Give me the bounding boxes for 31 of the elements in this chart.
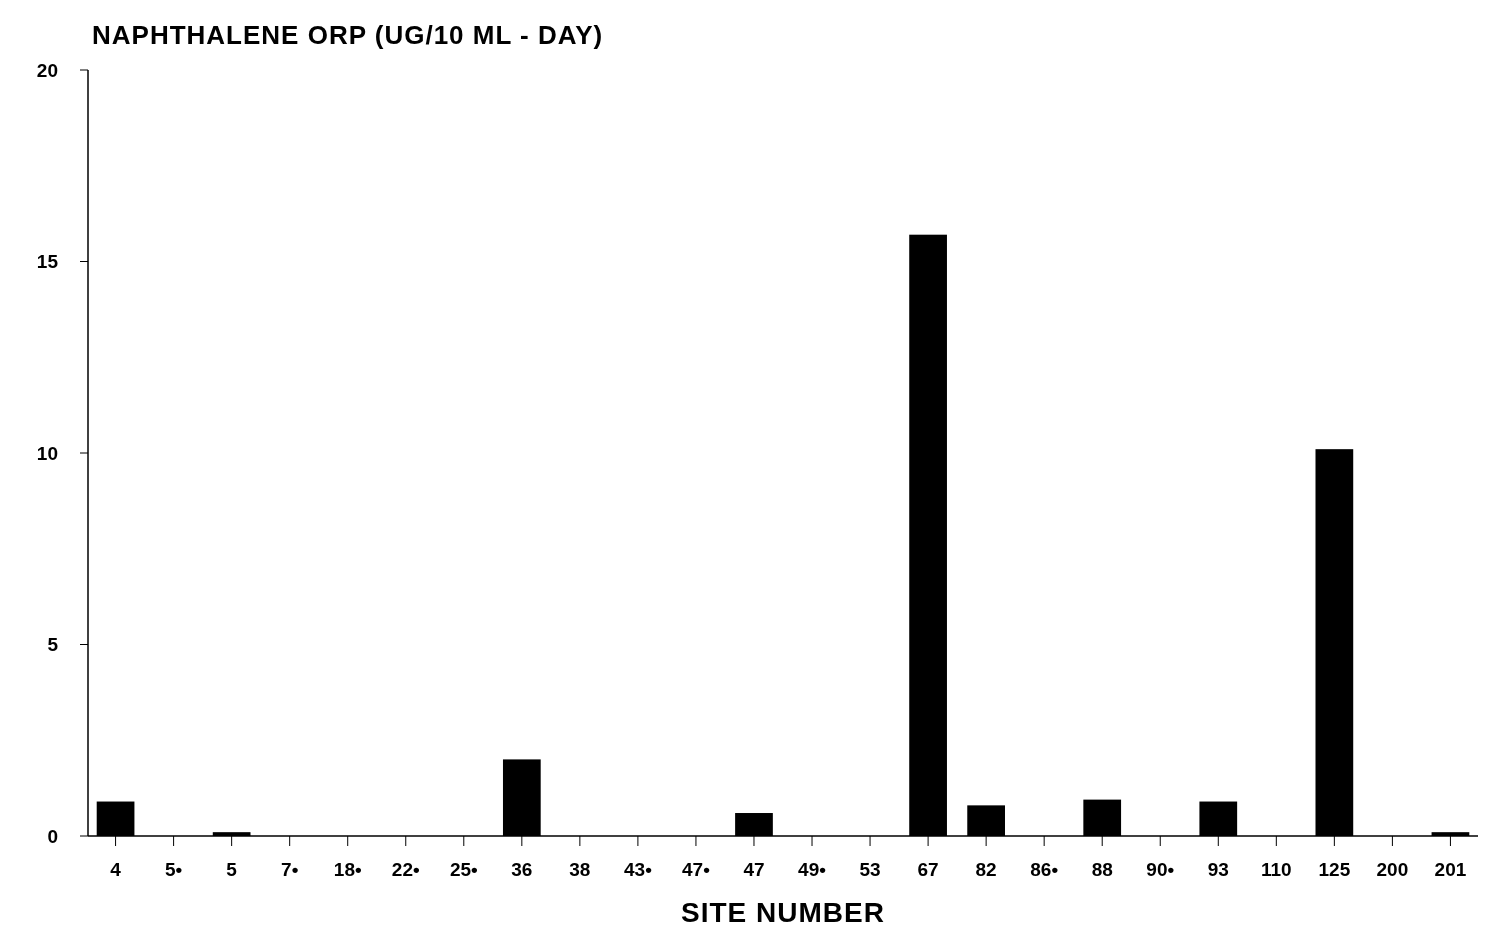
x-axis-title: SITE NUMBER — [681, 897, 885, 928]
chart-title: NAPHTHALENE ORP (UG/10 ML - DAY) — [92, 20, 604, 50]
y-tick-label: 10 — [36, 442, 58, 464]
x-tick-label: 88 — [1091, 859, 1113, 880]
x-tick-label: 67 — [917, 859, 939, 880]
x-tick-label: 110 — [1260, 859, 1292, 880]
x-tick-label: 86• — [1030, 859, 1059, 880]
x-tick-label: 36 — [511, 859, 533, 880]
x-tick-label: 82 — [975, 859, 997, 880]
x-tick-label: 7• — [281, 859, 299, 880]
x-tick-label: 53 — [859, 859, 881, 880]
x-tick-label: 90• — [1146, 859, 1175, 880]
x-tick-label: 49• — [798, 859, 827, 880]
x-tick-label: 22• — [391, 859, 420, 880]
x-tick-label: 201 — [1434, 859, 1467, 880]
x-tick-label: 47 — [743, 859, 765, 880]
x-tick-label: 5• — [165, 859, 183, 880]
x-tick-label: 200 — [1376, 859, 1409, 880]
x-tick-label: 93 — [1207, 859, 1229, 880]
x-tick-label: 38 — [569, 859, 591, 880]
y-tick-label: 5 — [47, 634, 59, 656]
x-tick-label: 125 — [1318, 859, 1351, 880]
x-tick-label: 47• — [682, 859, 711, 880]
x-tick-label: 18• — [333, 859, 362, 880]
y-tick-label: 20 — [36, 59, 58, 81]
x-tick-label: 4 — [110, 859, 122, 880]
x-tick-label: 25• — [449, 859, 479, 880]
y-tick-label: 0 — [47, 825, 58, 847]
x-tick-label: 5 — [226, 859, 238, 880]
y-tick-label: 15 — [36, 251, 59, 273]
x-tick-label: 43• — [624, 859, 653, 880]
